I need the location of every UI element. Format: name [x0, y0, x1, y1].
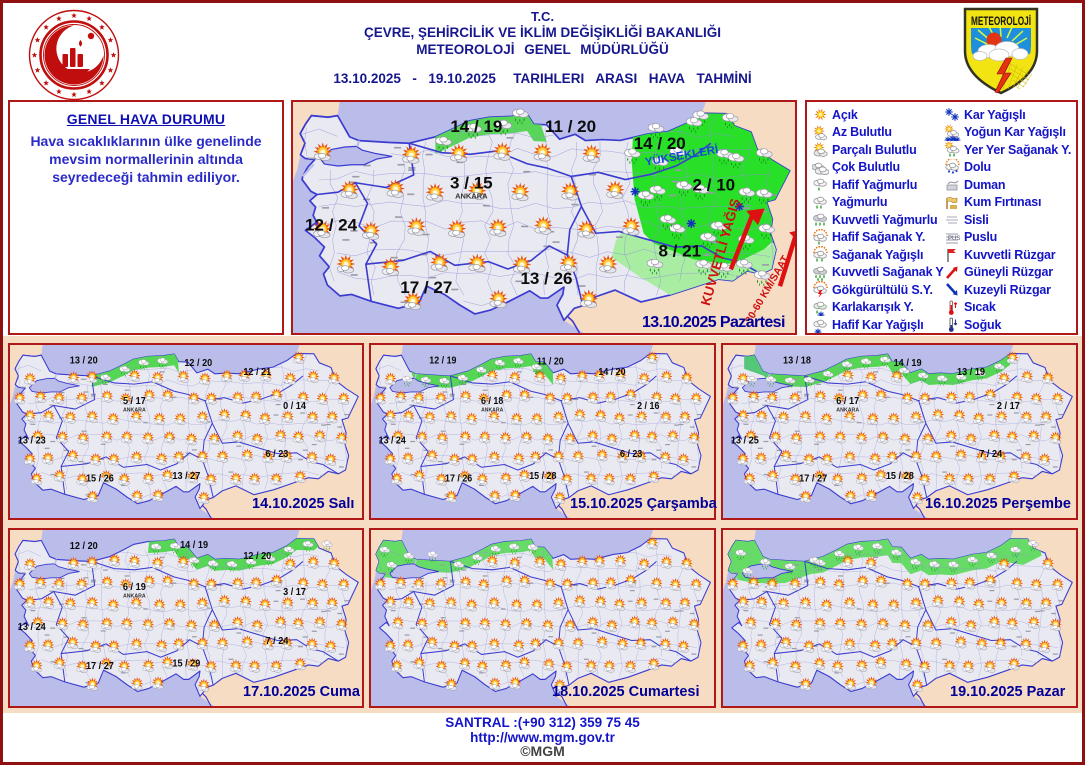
- svg-text:7 / 24: 7 / 24: [979, 448, 1003, 459]
- svg-text:17 / 27: 17 / 27: [400, 278, 452, 297]
- svg-text:6 / 19: 6 / 19: [123, 582, 146, 593]
- svg-text:15 / 28: 15 / 28: [529, 471, 556, 481]
- svg-text:3 / 17: 3 / 17: [283, 587, 306, 598]
- svg-text:11 / 20: 11 / 20: [545, 117, 596, 136]
- svg-text:6 / 23: 6 / 23: [620, 449, 642, 459]
- svg-text:6 / 17: 6 / 17: [836, 395, 859, 406]
- svg-text:ANKARA: ANKARA: [481, 407, 503, 413]
- svg-text:11 / 20: 11 / 20: [537, 356, 564, 366]
- svg-text:ANKARA: ANKARA: [123, 593, 146, 599]
- svg-text:13 / 27: 13 / 27: [172, 470, 200, 481]
- svg-text:13 / 25: 13 / 25: [731, 434, 759, 445]
- svg-text:14 / 19: 14 / 19: [450, 117, 502, 136]
- svg-text:17 / 27: 17 / 27: [86, 661, 114, 672]
- svg-text:14 / 19: 14 / 19: [180, 540, 208, 551]
- svg-text:METEOROLOJİ: METEOROLOJİ: [971, 13, 1031, 28]
- svg-text:13 / 18: 13 / 18: [783, 354, 811, 365]
- svg-text:13 / 23: 13 / 23: [18, 434, 46, 445]
- svg-text:15 / 28: 15 / 28: [886, 470, 914, 481]
- svg-text:12 / 24: 12 / 24: [305, 215, 358, 234]
- svg-text:12 / 20: 12 / 20: [184, 357, 212, 368]
- svg-text:14 / 20: 14 / 20: [634, 134, 686, 153]
- svg-text:14 / 20: 14 / 20: [598, 366, 625, 376]
- svg-text:ANKARA: ANKARA: [123, 407, 146, 413]
- svg-text:12 / 19: 12 / 19: [429, 355, 456, 365]
- svg-text:2 / 16: 2 / 16: [637, 401, 659, 411]
- svg-text:ANKARA: ANKARA: [455, 192, 488, 201]
- svg-text:15 / 29: 15 / 29: [172, 658, 200, 669]
- svg-text:ANKARA: ANKARA: [836, 407, 859, 413]
- svg-text:3 / 15: 3 / 15: [450, 174, 493, 193]
- svg-text:8 / 21: 8 / 21: [658, 241, 701, 260]
- svg-text:5 / 17: 5 / 17: [123, 395, 146, 406]
- svg-text:12 / 20: 12 / 20: [243, 551, 271, 562]
- svg-text:13 / 24: 13 / 24: [18, 622, 47, 633]
- svg-text:12 / 20: 12 / 20: [70, 541, 98, 552]
- svg-text:13 / 20: 13 / 20: [70, 354, 98, 365]
- svg-text:17 / 27: 17 / 27: [799, 472, 827, 483]
- svg-text:2 / 17: 2 / 17: [997, 400, 1020, 411]
- svg-text:13 / 26: 13 / 26: [520, 269, 572, 288]
- svg-text:14 / 19: 14 / 19: [894, 357, 922, 368]
- svg-text:0 / 14: 0 / 14: [283, 400, 307, 411]
- svg-text:PUS: PUS: [948, 236, 960, 242]
- svg-text:12 / 21: 12 / 21: [243, 366, 271, 377]
- svg-text:13 / 24: 13 / 24: [379, 435, 407, 445]
- svg-text:7 / 24: 7 / 24: [266, 635, 290, 646]
- svg-text:15 / 26: 15 / 26: [86, 472, 114, 483]
- svg-text:17 / 26: 17 / 26: [445, 473, 472, 483]
- svg-text:13 / 19: 13 / 19: [957, 366, 985, 377]
- svg-text:6 / 23: 6 / 23: [266, 448, 289, 459]
- svg-text:6 / 18: 6 / 18: [481, 396, 503, 406]
- svg-text:2 / 10: 2 / 10: [693, 176, 736, 195]
